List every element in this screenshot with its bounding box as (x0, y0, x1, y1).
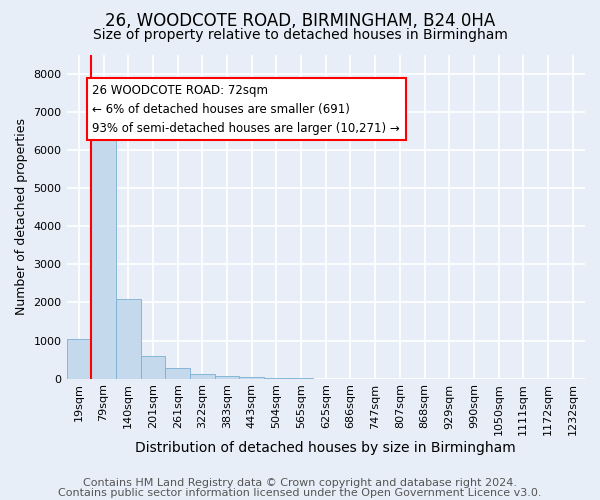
Text: Contains public sector information licensed under the Open Government Licence v3: Contains public sector information licen… (58, 488, 542, 498)
X-axis label: Distribution of detached houses by size in Birmingham: Distribution of detached houses by size … (136, 441, 516, 455)
Text: Size of property relative to detached houses in Birmingham: Size of property relative to detached ho… (92, 28, 508, 42)
Text: Contains HM Land Registry data © Crown copyright and database right 2024.: Contains HM Land Registry data © Crown c… (83, 478, 517, 488)
Y-axis label: Number of detached properties: Number of detached properties (15, 118, 28, 316)
Bar (215, 376, 239, 378)
Bar (165, 368, 190, 378)
Bar (190, 374, 215, 378)
Text: 26 WOODCOTE ROAD: 72sqm
← 6% of detached houses are smaller (691)
93% of semi-de: 26 WOODCOTE ROAD: 72sqm ← 6% of detached… (92, 84, 400, 134)
Bar (116, 298, 140, 378)
Text: 26, WOODCOTE ROAD, BIRMINGHAM, B24 0HA: 26, WOODCOTE ROAD, BIRMINGHAM, B24 0HA (105, 12, 495, 30)
Bar (91, 131, 116, 378)
Bar (140, 356, 165, 378)
Bar (239, 377, 264, 378)
Bar (67, 338, 91, 378)
